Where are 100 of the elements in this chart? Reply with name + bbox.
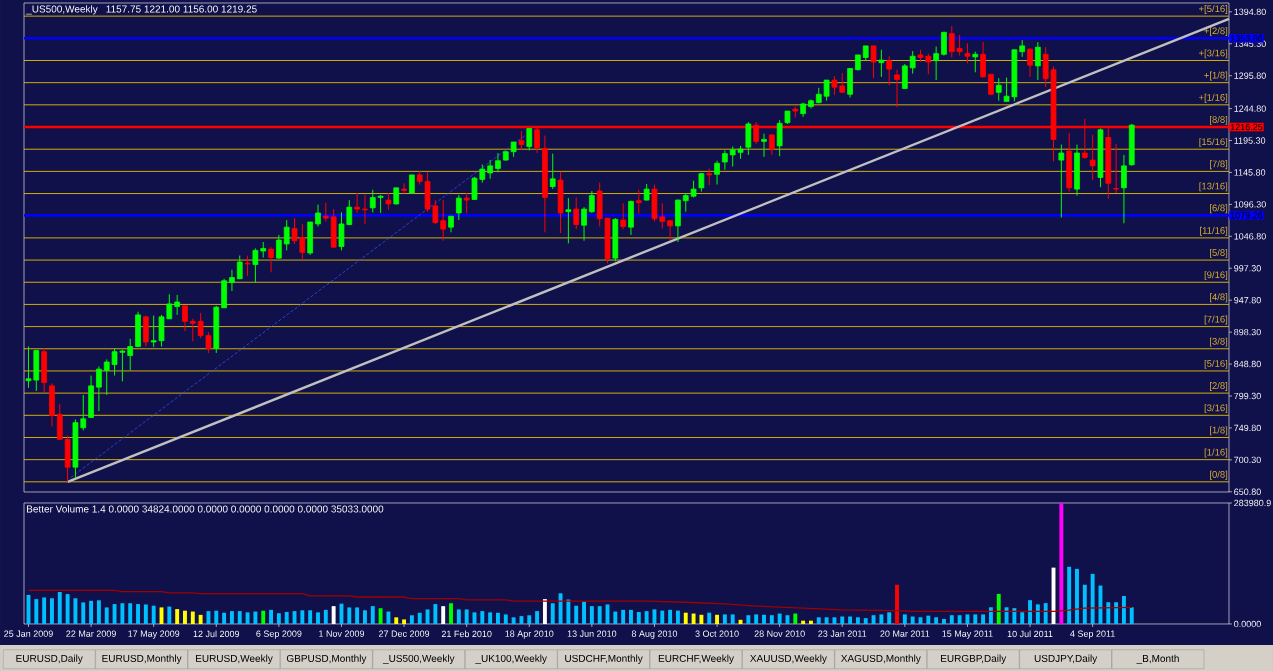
chart-title: Better Volume 1.4 0.0000 34824.0000 0.0000 0.0000 0.0000 0.0000 35033.0000 bbox=[27, 505, 384, 513]
candlestick bbox=[487, 159, 493, 180]
annotation: [15/16] bbox=[1199, 138, 1228, 147]
annotation: [7/8] bbox=[1210, 160, 1228, 170]
bar bbox=[801, 620, 806, 624]
bar bbox=[855, 617, 860, 624]
y-tick-label: 1295.80 bbox=[1234, 72, 1266, 79]
bar bbox=[957, 615, 962, 624]
bar bbox=[746, 615, 751, 624]
bar bbox=[660, 610, 665, 624]
bar bbox=[503, 614, 508, 624]
candlestick bbox=[870, 45, 877, 79]
bar bbox=[621, 609, 626, 624]
bar bbox=[871, 615, 876, 624]
text: EURGBP,Daily bbox=[941, 654, 1007, 664]
bar bbox=[582, 601, 586, 624]
bar bbox=[895, 584, 899, 624]
candlestick bbox=[964, 42, 971, 64]
bar bbox=[558, 593, 563, 624]
annotation: [4/8] bbox=[1210, 293, 1228, 303]
bar bbox=[386, 611, 391, 624]
candlestick bbox=[768, 133, 775, 156]
bar bbox=[1043, 603, 1048, 624]
annotation: [11/16] bbox=[1200, 226, 1228, 236]
x-tick-label: 10 Jul 2011 bbox=[1007, 630, 1053, 638]
text: XAGUSD,Monthly bbox=[841, 654, 921, 664]
annotation: [2/8] bbox=[1210, 382, 1228, 391]
candlestick bbox=[189, 318, 196, 342]
annotation: [6/8] bbox=[1210, 204, 1228, 214]
bar bbox=[1028, 600, 1032, 624]
line-series bbox=[27, 589, 1133, 613]
bar bbox=[942, 618, 946, 624]
bar bbox=[42, 597, 47, 624]
bar bbox=[754, 614, 759, 624]
x-tick-label: 18 Apr 2010 bbox=[505, 630, 554, 639]
bar bbox=[57, 592, 62, 624]
bar bbox=[981, 614, 986, 624]
candlestick bbox=[761, 133, 767, 158]
bar bbox=[284, 611, 289, 624]
candlestick bbox=[96, 366, 102, 412]
bar bbox=[926, 615, 931, 624]
annotation: [9/16] bbox=[1204, 271, 1228, 281]
bar bbox=[589, 606, 594, 624]
bar bbox=[136, 604, 140, 624]
bar bbox=[417, 612, 422, 624]
bar bbox=[449, 603, 453, 624]
y-tick-label: 1145.80 bbox=[1234, 169, 1266, 176]
candlestick bbox=[980, 41, 986, 78]
bar bbox=[222, 612, 227, 624]
bar bbox=[1075, 568, 1079, 624]
bar bbox=[402, 619, 407, 624]
x-tick-label: 12 Jul 2009 bbox=[193, 630, 240, 638]
candlestick bbox=[463, 192, 470, 214]
bar bbox=[253, 611, 258, 624]
text: EURUSD,Monthly bbox=[102, 654, 182, 664]
bar bbox=[636, 611, 641, 624]
candlestick bbox=[995, 77, 1002, 102]
annotation: [3/16] bbox=[1204, 404, 1228, 414]
bar bbox=[1059, 503, 1064, 624]
candlestick bbox=[972, 51, 979, 73]
bar bbox=[1082, 584, 1087, 624]
annotation: [5/8] bbox=[1210, 249, 1228, 258]
candlestick bbox=[776, 119, 783, 157]
text: _US500,Weekly bbox=[382, 654, 455, 664]
bar bbox=[89, 600, 94, 624]
y-tick-label: 997.30 bbox=[1234, 265, 1261, 272]
candlestick bbox=[1035, 41, 1041, 81]
candlestick bbox=[455, 194, 462, 221]
candlestick bbox=[1089, 134, 1096, 181]
bar bbox=[832, 617, 837, 624]
bar bbox=[691, 613, 696, 624]
candlestick bbox=[886, 55, 893, 86]
bar bbox=[683, 612, 688, 624]
y-tick-label: 700.30 bbox=[1234, 456, 1261, 464]
bar bbox=[722, 614, 727, 624]
ref-line-label: 1079.26 bbox=[1230, 212, 1263, 219]
bar bbox=[793, 613, 798, 624]
candlestick bbox=[276, 234, 282, 260]
bar bbox=[574, 605, 579, 624]
text: XAUUSD,Weekly bbox=[750, 654, 827, 664]
text: _UK100,Weekly bbox=[475, 654, 547, 664]
annotation: +[1/16] bbox=[1198, 93, 1228, 103]
y-tick-label: 1195.30 bbox=[1234, 137, 1266, 144]
candlestick bbox=[362, 194, 368, 225]
x-tick-label: 21 Feb 2010 bbox=[441, 630, 492, 638]
annotation: +[1/8] bbox=[1204, 71, 1228, 81]
text: GBPUSD,Monthly bbox=[286, 654, 367, 664]
y-tick-label: 749.80 bbox=[1234, 424, 1261, 432]
bar bbox=[1106, 602, 1111, 624]
annotation: +[5/16] bbox=[1198, 5, 1228, 14]
bar bbox=[887, 612, 892, 624]
bar bbox=[1012, 608, 1017, 624]
bar bbox=[762, 614, 766, 624]
candlestick bbox=[956, 34, 963, 57]
bar bbox=[1114, 602, 1119, 624]
bar bbox=[769, 615, 774, 624]
x-tick-label: 3 Oct 2010 bbox=[695, 630, 739, 637]
candlestick bbox=[878, 49, 885, 78]
bar bbox=[378, 608, 383, 624]
bar bbox=[300, 610, 305, 624]
